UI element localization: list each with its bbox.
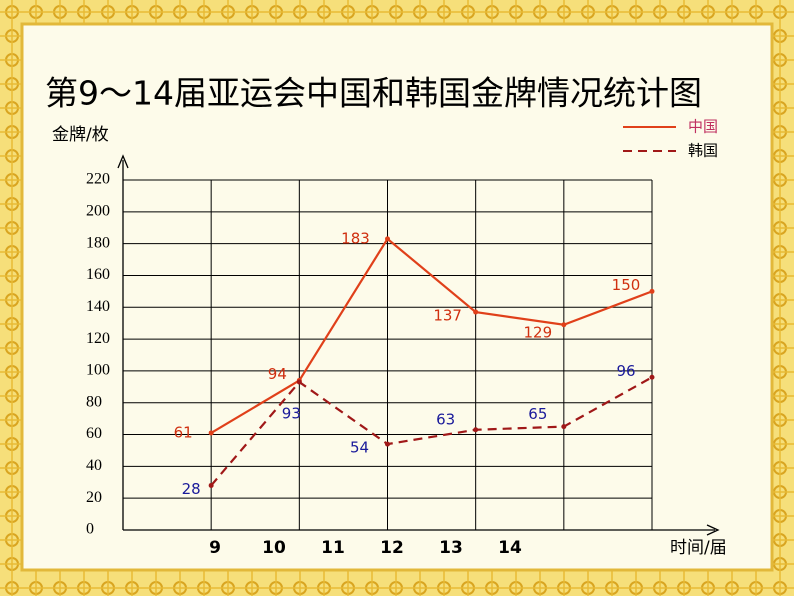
data-label: 93: [282, 405, 301, 423]
data-point: [473, 309, 479, 315]
data-point: [208, 430, 214, 436]
data-point: [385, 441, 390, 447]
data-label: 65: [528, 405, 547, 423]
y-tick-label: 80: [86, 393, 102, 410]
legend-label: 韩国: [688, 142, 718, 160]
data-point: [649, 374, 655, 380]
data-label: 96: [616, 362, 635, 380]
frame-inner: [20, 22, 774, 572]
data-point: [473, 427, 479, 433]
y-tick-label: 20: [86, 489, 102, 506]
x-tick-label: 10: [262, 538, 286, 558]
x-tick-label: 12: [380, 538, 404, 558]
y-tick-label: 0: [86, 521, 94, 538]
x-tick-label: 11: [321, 538, 345, 558]
legend-label: 中国: [688, 118, 718, 136]
data-point: [561, 424, 567, 430]
y-tick-label: 60: [86, 425, 102, 442]
y-tick-label: 140: [86, 298, 110, 315]
data-label: 150: [612, 276, 641, 294]
chart-title: 第9～14届亚运会中国和韩国金牌情况统计图: [45, 74, 702, 113]
series-line: [210, 237, 653, 434]
y-tick-label: 120: [86, 330, 110, 347]
x-tick-label: 13: [439, 538, 463, 558]
axes: [117, 154, 720, 536]
data-label: 137: [433, 307, 462, 325]
x-tick-label: 14: [498, 538, 522, 558]
y-tick-label: 40: [86, 457, 102, 474]
data-label: 54: [350, 439, 369, 457]
y-tick-label: 220: [86, 171, 110, 188]
data-label: 129: [524, 323, 553, 341]
y-tick-label: 160: [86, 266, 110, 283]
data-label: 61: [174, 423, 193, 441]
data-point: [385, 236, 390, 242]
data-label: 94: [268, 365, 287, 383]
data-label: 28: [182, 480, 201, 498]
y-tick-label: 100: [86, 362, 110, 379]
data-label: 63: [436, 410, 455, 428]
series-line: [210, 376, 653, 487]
data-point: [649, 288, 655, 294]
data-point: [296, 379, 302, 385]
data-point: [561, 322, 567, 328]
y-tick-label: 180: [86, 234, 110, 251]
y-axis-label: 金牌/枚: [52, 125, 109, 145]
x-axis-label: 时间/届: [670, 538, 727, 558]
data-point: [208, 482, 214, 488]
y-tick-label: 200: [86, 202, 110, 219]
data-label: 183: [341, 229, 370, 247]
x-tick-label: 9: [209, 538, 221, 558]
